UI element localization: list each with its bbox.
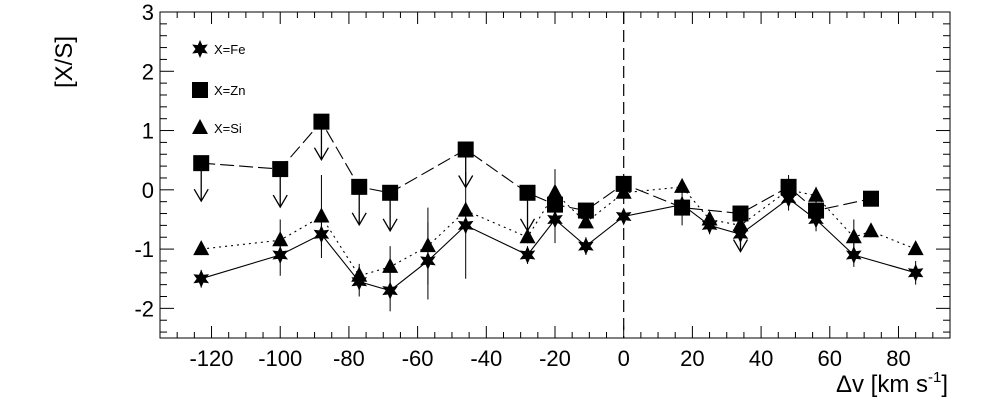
data-point-x-si: [457, 201, 474, 217]
data-point-x-si: [780, 180, 797, 196]
data-point-x-fe: [780, 189, 797, 208]
data-point-x-si: [419, 237, 436, 253]
data-point-x-zn: [382, 184, 399, 201]
y-tick-label: 2: [142, 59, 154, 84]
x-tick-label: -100: [258, 346, 302, 371]
data-point-x-si: [845, 228, 862, 244]
x-axis-title-main: Δv [km s: [836, 371, 928, 398]
data-point-x-fe: [615, 207, 632, 226]
data-point-x-si: [808, 186, 825, 202]
x-axis-title: Δv [km s-1]: [836, 369, 948, 398]
data-point-x-zn: [577, 202, 594, 219]
upper-limit-arrowhead-x-zn: [382, 218, 398, 233]
data-point-x-fe: [519, 246, 536, 264]
legend-label-x-zn: X=Zn: [214, 83, 245, 98]
data-point-x-zn: [519, 184, 536, 201]
x-axis-title-superscript: -1: [928, 369, 941, 386]
data-point-x-si: [351, 266, 368, 282]
legend-label-x-fe: X=Fe: [214, 42, 245, 57]
data-point-x-fe: [907, 263, 924, 282]
y-tick-label: -2: [134, 296, 154, 321]
x-tick-label: 40: [749, 346, 773, 371]
upper-limit-arrowhead-x-zn: [313, 147, 329, 161]
legend: X=Fe X=Zn X=Si: [192, 40, 245, 136]
data-point-x-zn: [313, 113, 330, 130]
data-point-x-si: [193, 240, 210, 256]
data-point-x-si: [732, 216, 749, 232]
axis-ticks: -120 -100 -80 -60 -40 -20 0 20 40 60 80 -2 -1 0 1 2 3: [134, 0, 951, 371]
upper-limit-arrowhead-x-zn: [351, 212, 367, 227]
data-point-x-si: [674, 177, 691, 193]
legend-marker-x-zn: [192, 82, 208, 98]
x-tick-label: 20: [680, 346, 704, 371]
series-line-x-zn: [201, 120, 872, 215]
data-point-x-si: [863, 222, 879, 238]
data-point-x-zn: [351, 178, 368, 195]
y-tick-label: -1: [134, 237, 154, 262]
data-point-x-fe: [732, 225, 749, 244]
data-markers: [193, 113, 924, 300]
y-tick-label: 3: [142, 0, 154, 25]
y-tick-label: 1: [142, 119, 154, 144]
data-point-x-zn: [808, 202, 825, 219]
data-point-x-zn: [193, 155, 210, 172]
data-point-x-zn: [863, 190, 879, 207]
x-tick-label: -80: [333, 346, 365, 371]
upper-limit-arrowhead-x-zn: [458, 175, 474, 189]
data-point-x-zn: [732, 205, 749, 222]
data-point-x-fe: [578, 237, 594, 256]
legend-marker-x-si: [192, 119, 208, 134]
x-axis-title-close: ]: [941, 371, 948, 398]
data-point-x-fe: [420, 251, 436, 270]
y-axis-title: [X/S]: [51, 36, 78, 88]
x-tick-label: -60: [402, 346, 434, 371]
data-point-x-si: [382, 257, 399, 273]
legend-label-x-si: X=Si: [214, 121, 242, 136]
x-tick-label: -40: [470, 346, 502, 371]
data-point-x-fe: [272, 246, 288, 264]
data-point-x-fe: [457, 216, 474, 235]
data-point-x-fe: [846, 246, 862, 264]
data-point-x-fe: [808, 210, 824, 229]
x-tick-label: -20: [539, 346, 571, 371]
data-point-x-si: [907, 240, 924, 256]
upper-limit-arrowhead-x-zn: [193, 188, 209, 203]
data-point-x-si: [615, 183, 632, 199]
x-tick-label: 80: [886, 346, 910, 371]
data-point-x-si: [577, 213, 594, 229]
data-point-x-fe: [547, 210, 563, 229]
data-point-x-si: [701, 210, 718, 226]
data-point-x-si: [519, 228, 536, 244]
data-point-x-zn: [547, 196, 563, 213]
data-point-x-si: [547, 183, 563, 199]
legend-marker-x-fe: [192, 40, 208, 58]
data-point-x-fe: [382, 281, 398, 300]
data-point-x-zn: [457, 141, 474, 158]
x-tick-label: 0: [618, 346, 630, 371]
data-point-x-fe: [313, 225, 330, 244]
data-point-x-si: [313, 207, 330, 223]
x-tick-label: -120: [189, 346, 233, 371]
x-tick-label: 60: [818, 346, 842, 371]
y-tick-label: 0: [142, 178, 154, 203]
upper-limit-arrowhead-x-zn: [732, 239, 749, 253]
data-point-x-si: [272, 231, 289, 247]
data-point-x-fe: [193, 269, 209, 288]
upper-limit-arrowhead-x-zn: [272, 194, 288, 209]
data-point-x-zn: [674, 199, 691, 216]
data-point-x-zn: [272, 161, 289, 178]
